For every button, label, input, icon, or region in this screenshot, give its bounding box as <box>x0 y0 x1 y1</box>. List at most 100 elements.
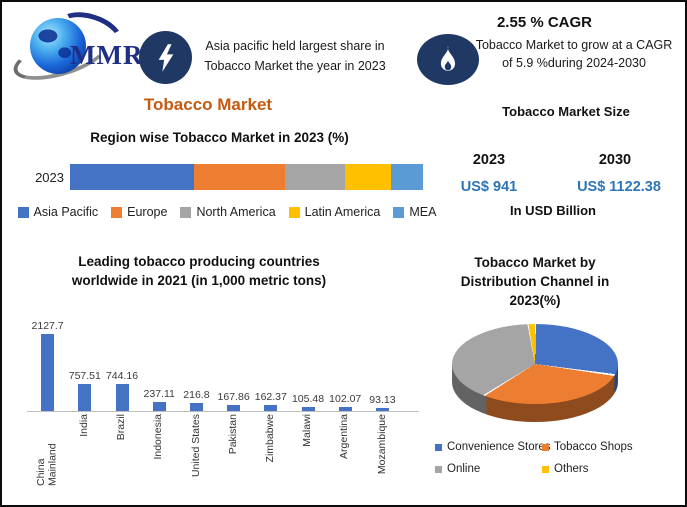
producer-category-label: India <box>78 414 91 437</box>
producer-x-axis <box>27 411 419 412</box>
producer-category-label: Pakistan <box>226 414 239 455</box>
producer-category: Malawi <box>289 414 326 504</box>
producer-category: Pakistan <box>215 414 252 504</box>
legend-item: Tobacco Shops <box>542 441 675 453</box>
market-size-unit: In USD Billion <box>510 203 596 218</box>
producer-value-label: 93.13 <box>369 394 396 406</box>
producer-xlabels: China Mainland India Brazil Indonesia United… <box>29 414 401 504</box>
lightning-icon <box>139 31 192 84</box>
legend-item: Convenience Stores <box>435 441 551 453</box>
legend-item: Asia Pacific <box>17 205 99 219</box>
producer-category-label: Brazil <box>115 414 128 441</box>
producer-category-label: Zimbabwe <box>264 414 277 463</box>
legend-swatch <box>542 443 549 451</box>
legend-item: Others <box>542 463 675 475</box>
legend-swatch <box>180 206 192 218</box>
market-size-value-2030: US$ 1122.38 <box>577 179 661 195</box>
producers-title-line2: worldwide in 2021 (in 1,000 metric tons) <box>71 273 327 288</box>
producer-category-label: China Mainland <box>35 443 59 486</box>
region-chart-title: Region wise Tobacco Market in 2023 (%) <box>90 130 349 145</box>
producer-bar <box>338 407 352 411</box>
globe-icon <box>30 18 86 74</box>
producer-category-label: United States <box>189 414 202 478</box>
producer-bar <box>115 384 129 411</box>
producer-value-label: 102.07 <box>329 393 362 405</box>
legend-label: Convenience Stores <box>447 441 551 453</box>
producer-bar <box>375 408 389 411</box>
producer-column: 102.07 <box>327 393 364 411</box>
legend-item: North America <box>180 205 276 219</box>
producer-category: India <box>66 414 103 504</box>
cagr-title: 2.55 % CAGR <box>496 14 593 31</box>
producer-value-label: 237.11 <box>143 388 175 400</box>
legend-swatch <box>111 206 123 218</box>
legend-label: Europe <box>127 205 168 219</box>
producer-category-label: Mozambique <box>375 414 388 475</box>
producer-category: Indonesia <box>141 414 178 504</box>
cagr-note-line2: of 5.9 %during 2024-2030 <box>502 56 646 70</box>
mmr-logo: MMR <box>8 4 149 90</box>
pie-title-line2: Distribution Channel in <box>460 274 610 289</box>
highlight-note: Asia pacific held largest share in Tobac… <box>198 36 392 76</box>
producer-bar <box>227 405 241 411</box>
legend-swatch <box>288 206 300 218</box>
producer-column: 162.37 <box>252 391 289 411</box>
pie-top-surface <box>452 324 618 404</box>
pie-chart-title: Tobacco Market by Distribution Channel i… <box>435 253 635 310</box>
pie-legend: Convenience Stores Tobacco Shops Online Oth… <box>435 441 675 475</box>
flame-glyph <box>440 45 456 71</box>
producer-column: 216.8 <box>178 389 215 411</box>
producer-bar <box>78 384 92 411</box>
market-size-title: Tobacco Market Size <box>502 104 630 119</box>
market-size-value-2023: US$ 941 <box>460 179 518 195</box>
page-title: Tobacco Market <box>143 95 273 114</box>
legend-label: Online <box>447 463 481 475</box>
legend-label: MEA <box>409 205 437 219</box>
region-bar-segment <box>193 164 286 190</box>
legend-item: MEA <box>393 205 436 219</box>
region-bar-segment <box>391 164 423 190</box>
legend-swatch <box>393 206 405 218</box>
producer-column: 744.16 <box>103 370 140 411</box>
producer-value-label: 2127.7 <box>31 320 64 332</box>
producer-column: 757.51 <box>66 370 103 411</box>
producer-bar <box>41 334 55 411</box>
producer-column: 237.11 <box>141 388 178 411</box>
producer-category-label: Malawi <box>301 414 314 447</box>
producer-bar <box>264 405 278 411</box>
producer-category-label: Argentina <box>338 414 351 459</box>
producers-chart-title: Leading tobacco producing countries worl… <box>34 252 364 290</box>
producer-bar <box>152 402 166 411</box>
producer-category: Zimbabwe <box>252 414 289 504</box>
cagr-note: Tobacco Market to grow at a CAGR of 5.9 … <box>460 36 685 72</box>
lightning-bolt-glyph <box>158 43 173 72</box>
pie-title-line3: 2023(%) <box>509 293 561 308</box>
flame-icon <box>417 34 479 85</box>
pie-title-line1: Tobacco Market by <box>474 255 596 270</box>
legend-swatch <box>435 443 442 451</box>
legend-label: Latin America <box>304 205 381 219</box>
producer-value-label: 216.8 <box>183 389 210 401</box>
highlight-note-line1: Asia pacific held largest share in <box>205 39 385 53</box>
producers-title-line1: Leading tobacco producing countries <box>78 254 320 269</box>
region-legend: Asia Pacific Europe North America Latin Ame… <box>17 205 436 219</box>
market-size-year-2030: 2030 <box>598 152 632 168</box>
legend-label: North America <box>196 205 276 219</box>
producer-value-label: 162.37 <box>254 391 287 403</box>
legend-item: Europe <box>111 205 167 219</box>
producer-value-label: 167.86 <box>217 391 250 403</box>
region-row-label: 2023 <box>35 170 64 185</box>
producer-category: Argentina <box>327 414 364 504</box>
producer-column: 2127.7 <box>29 320 66 411</box>
legend-label: Asia Pacific <box>33 205 99 219</box>
producer-value-label: 757.51 <box>68 370 101 382</box>
pie-3d <box>452 324 622 426</box>
legend-swatch <box>435 465 442 473</box>
legend-item: Online <box>435 463 542 475</box>
cagr-note-line1: Tobacco Market to grow at a CAGR <box>475 38 673 52</box>
producer-category: Mozambique <box>364 414 401 504</box>
logo-text: MMR <box>70 40 144 70</box>
producer-column: 105.48 <box>289 393 326 411</box>
producer-column: 167.86 <box>215 391 252 411</box>
